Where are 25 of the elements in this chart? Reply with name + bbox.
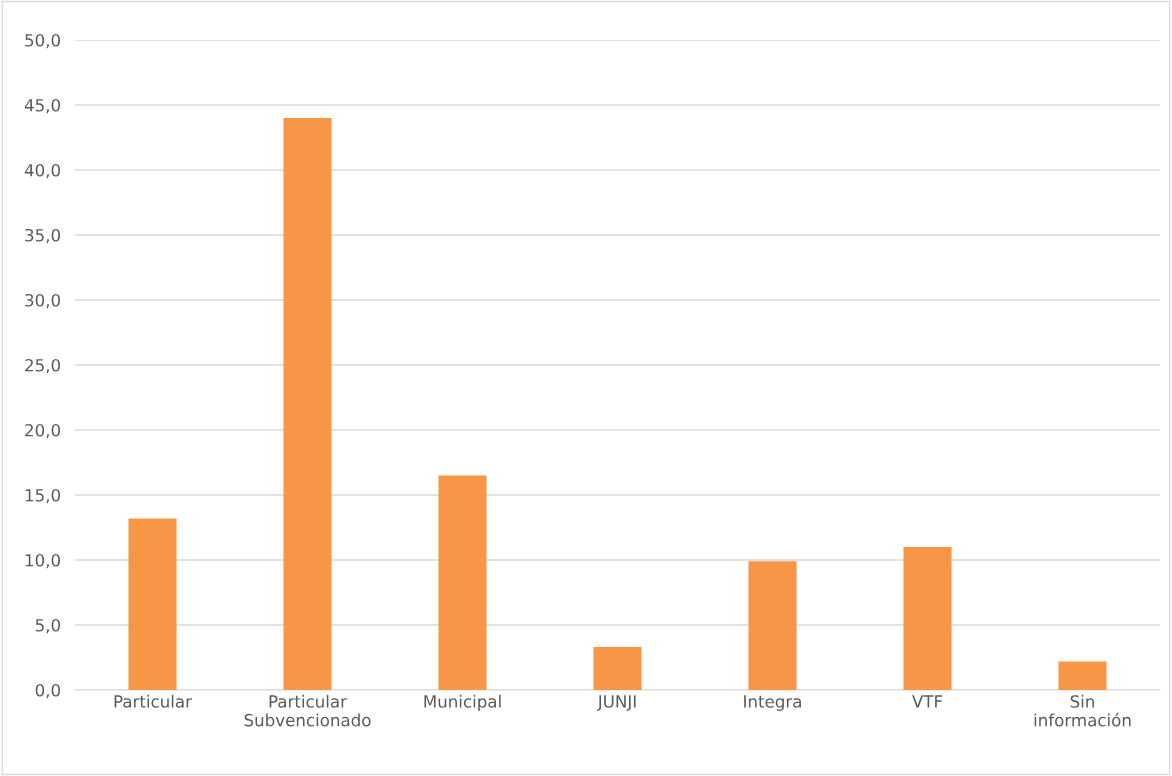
bar	[593, 647, 642, 690]
bar	[903, 547, 952, 690]
bar	[283, 118, 332, 690]
y-tick-label: 10,0	[25, 553, 60, 569]
bar	[128, 518, 177, 690]
y-tick-label: 15,0	[25, 488, 60, 504]
x-tick-label: Particular	[114, 694, 192, 708]
x-tick-label: Municipal	[424, 694, 501, 711]
y-tick-label: 40,0	[24, 163, 60, 179]
y-tick-label: 50,0	[25, 33, 60, 49]
y-tick-label: 20,0	[25, 423, 60, 439]
x-tick-label: Sin información	[1034, 694, 1131, 727]
x-tick-label: Integra	[744, 695, 801, 711]
bar	[438, 475, 487, 690]
x-tick-label: VTF	[912, 695, 943, 708]
y-tick-label: 35,0	[25, 228, 60, 244]
y-tick-label: 5,0	[35, 618, 60, 634]
bar	[1058, 661, 1107, 690]
x-tick-label: JUNJI	[596, 695, 636, 711]
y-tick-label: 30,0	[25, 293, 60, 309]
y-tick-label: 25,0	[25, 358, 60, 374]
y-tick-label: 0,0	[35, 683, 60, 699]
bar	[748, 561, 797, 690]
y-tick-label: 45,0	[24, 98, 60, 114]
x-tick-label: Particular Subvencionado	[244, 694, 371, 727]
